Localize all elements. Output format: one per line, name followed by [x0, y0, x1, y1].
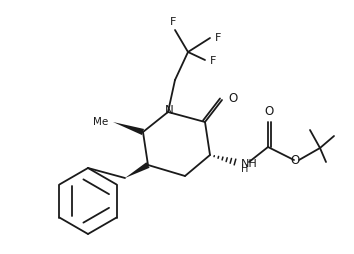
Text: H: H: [241, 164, 249, 174]
Polygon shape: [125, 162, 150, 178]
Text: N: N: [165, 104, 173, 118]
Text: Me: Me: [93, 117, 108, 127]
Text: O: O: [264, 105, 274, 118]
Text: O: O: [228, 92, 237, 105]
Text: NH: NH: [241, 159, 258, 169]
Text: F: F: [215, 33, 221, 43]
Polygon shape: [113, 122, 144, 135]
Text: O: O: [290, 154, 299, 167]
Text: F: F: [210, 56, 216, 66]
Text: F: F: [170, 17, 176, 27]
